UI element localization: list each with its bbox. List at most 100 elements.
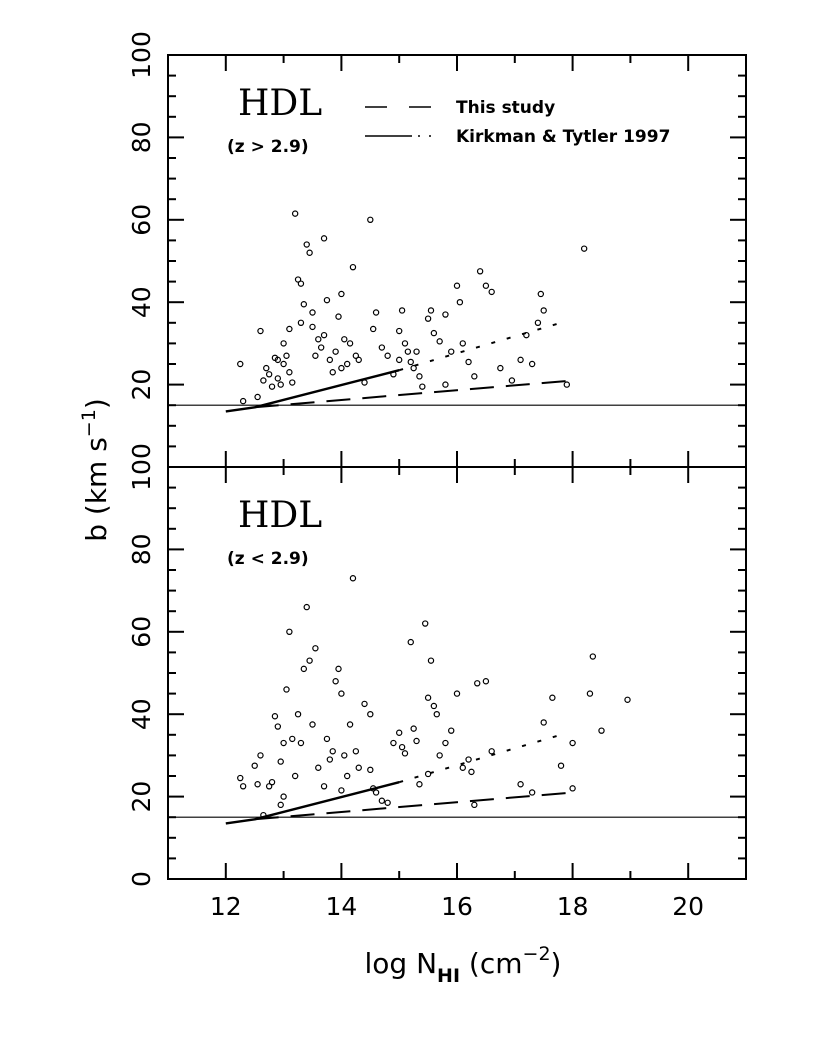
study-fit-line	[254, 379, 573, 409]
x-tick-label: 20	[672, 892, 704, 921]
x-tick-label: 18	[557, 892, 589, 921]
data-point	[442, 381, 449, 388]
data-point	[537, 290, 545, 298]
data-point	[341, 752, 348, 759]
data-point	[300, 301, 308, 308]
data-point	[401, 750, 409, 757]
data-point	[488, 288, 495, 296]
x-tick-label: 16	[441, 892, 473, 921]
data-point	[569, 739, 576, 747]
data-point	[361, 700, 368, 708]
data-point	[323, 296, 331, 304]
kt-fit-line-dotted	[398, 321, 562, 372]
data-point	[586, 690, 594, 697]
data-point	[332, 348, 339, 355]
y-tick-label: 40	[127, 286, 156, 318]
data-point	[474, 680, 481, 687]
data-point	[338, 787, 345, 794]
kt-fit-line-solid	[225, 369, 400, 413]
x-axis-title-mid: (cm	[460, 947, 523, 980]
data-point	[369, 325, 377, 333]
x-tick-label: 14	[325, 892, 357, 921]
data-point	[257, 752, 264, 759]
data-point	[422, 620, 429, 627]
data-point	[482, 678, 490, 685]
data-point	[239, 397, 247, 405]
data-point	[427, 657, 435, 664]
data-point	[349, 263, 357, 271]
kt-fit-line-solid	[225, 781, 400, 825]
data-point	[237, 360, 244, 368]
data-point	[346, 340, 354, 347]
x-axis-title: log NHI (cm−2)	[365, 943, 562, 987]
data-point	[468, 768, 475, 776]
data-point	[589, 653, 597, 660]
y-tick-label: 20	[127, 369, 156, 401]
data-point	[367, 766, 374, 774]
y-axis-title-sup: −1	[78, 409, 100, 437]
data-point	[442, 311, 449, 318]
data-point	[349, 575, 357, 582]
data-point	[549, 694, 556, 701]
data-point	[427, 307, 435, 314]
data-point	[335, 665, 342, 673]
y-tick-label: 80	[127, 121, 156, 153]
data-point	[413, 737, 420, 745]
data-point	[398, 743, 406, 751]
study-fit-line	[254, 791, 573, 821]
data-point	[352, 748, 360, 755]
data-point	[398, 307, 406, 314]
data-point	[430, 329, 438, 337]
data-point	[453, 690, 461, 697]
data-point	[598, 727, 605, 734]
data-point	[404, 348, 412, 355]
data-point	[277, 758, 284, 765]
data-point	[315, 336, 322, 343]
data-point	[508, 377, 516, 384]
data-point	[294, 711, 302, 718]
data-point	[361, 379, 368, 386]
data-point	[459, 764, 466, 771]
data-point	[517, 356, 524, 364]
data-point	[341, 336, 348, 343]
panel-top: 20 40 60 80 100 HDL (z > 2.9) This study Kirkman…	[127, 31, 747, 468]
data-point	[410, 725, 417, 732]
data-point	[291, 210, 299, 217]
data-point	[320, 331, 328, 339]
x-axis-title-sub: HI	[437, 965, 460, 987]
data-point	[396, 729, 403, 736]
y-tick-label: 100	[127, 443, 156, 491]
data-point	[280, 739, 287, 747]
data-point	[297, 280, 305, 287]
data-point	[488, 748, 495, 755]
data-point	[416, 781, 423, 788]
data-point	[338, 690, 345, 697]
data-point	[367, 711, 374, 718]
panel-sublabel: (z > 2.9)	[227, 137, 309, 157]
data-point	[274, 375, 282, 382]
data-point	[309, 323, 316, 331]
data-point	[456, 299, 464, 306]
data-point	[271, 713, 279, 720]
x-tick-label: 12	[210, 892, 242, 921]
data-point	[580, 245, 588, 252]
data-point	[286, 325, 293, 333]
data-point	[540, 719, 547, 726]
data-point	[306, 249, 313, 256]
data-point	[326, 756, 334, 763]
data-point	[367, 216, 374, 223]
data-point	[355, 764, 362, 771]
data-point	[280, 793, 287, 800]
data-point	[343, 360, 351, 368]
data-point	[534, 319, 542, 326]
data-point	[465, 358, 472, 366]
data-point	[254, 393, 261, 401]
data-point	[283, 686, 290, 693]
data-point	[268, 383, 276, 390]
data-point	[274, 723, 282, 730]
data-point	[237, 774, 244, 782]
y-tick-label: 60	[127, 616, 156, 648]
data-point	[286, 369, 293, 376]
data-point	[317, 344, 325, 351]
